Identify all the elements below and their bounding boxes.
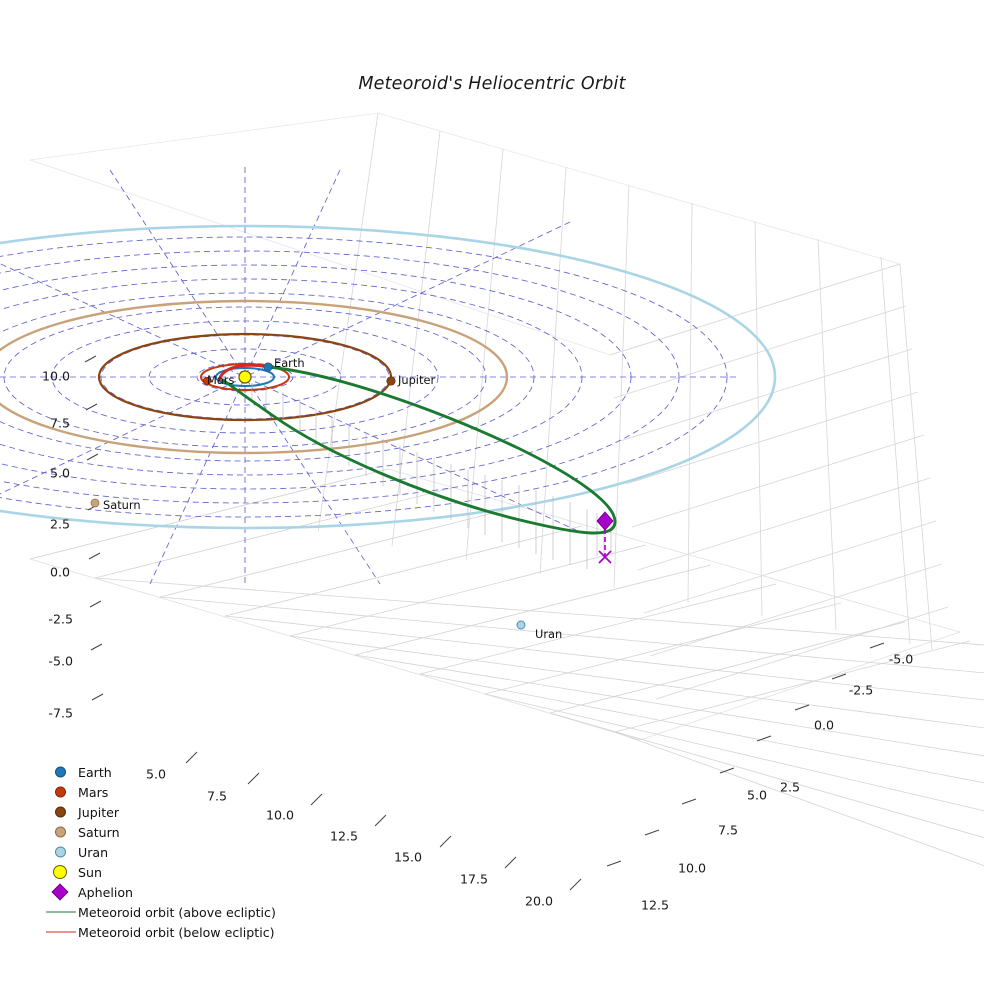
legend-item-jupiter[interactable]: Jupiter bbox=[44, 802, 344, 822]
legend-item-mars[interactable]: Mars bbox=[44, 782, 344, 802]
x-tick: 10.0 bbox=[265, 807, 295, 823]
label-jupiter: Jupiter bbox=[398, 373, 436, 387]
y-tick: 7.5 bbox=[49, 415, 70, 431]
marker-sun bbox=[238, 370, 252, 384]
aphelion-projection-x-marker bbox=[598, 550, 612, 564]
x-tick: 12.5 bbox=[329, 828, 359, 844]
x-tick: 5.0 bbox=[145, 766, 167, 782]
jupiter-marker-icon bbox=[44, 802, 78, 822]
axes-pane-grid bbox=[29, 112, 949, 700]
label-mars: Mars bbox=[207, 373, 235, 387]
label-uran: Uran bbox=[535, 627, 563, 641]
mars-marker-icon bbox=[44, 782, 78, 802]
z-tick: 12.5 bbox=[640, 897, 670, 913]
x-tick: 15.0 bbox=[393, 849, 423, 865]
legend: Earth Mars Jupiter Saturn Uran bbox=[44, 762, 344, 942]
legend-label: Jupiter bbox=[78, 804, 120, 820]
y-tick: -7.5 bbox=[48, 705, 73, 721]
saturn-marker-icon bbox=[44, 822, 78, 842]
legend-label: Meteoroid orbit (above ecliptic) bbox=[78, 904, 276, 920]
aphelion-diamond-marker bbox=[596, 511, 614, 531]
z-tick: 10.0 bbox=[677, 860, 707, 876]
z-tick: -5.0 bbox=[888, 651, 914, 667]
legend-label: Earth bbox=[78, 764, 112, 780]
marker-earth bbox=[263, 362, 273, 372]
orbit-earth bbox=[215, 367, 275, 387]
orbit-saturn bbox=[0, 299, 509, 455]
z-tick: 0.0 bbox=[813, 717, 835, 733]
label-saturn: Saturn bbox=[103, 498, 141, 512]
meteoroid-orbit-above-ecliptic bbox=[221, 365, 617, 535]
z-tick: 2.5 bbox=[779, 779, 801, 795]
marker-mars bbox=[202, 376, 212, 386]
orbit-uranus bbox=[0, 224, 777, 530]
label-earth: Earth bbox=[274, 356, 305, 370]
y-tick: -2.5 bbox=[48, 611, 73, 627]
x-tick: 20.0 bbox=[524, 893, 554, 909]
y-tick: 2.5 bbox=[49, 516, 70, 532]
marker-uranus bbox=[516, 620, 526, 630]
y-axis-spine bbox=[84, 355, 104, 701]
meteoroid-orbit-below-ecliptic bbox=[217, 363, 270, 382]
legend-label: Sun bbox=[78, 864, 102, 880]
legend-item-orbit-above[interactable]: Meteoroid orbit (above ecliptic) bbox=[44, 902, 344, 922]
planet-orbits bbox=[0, 224, 777, 530]
y-tick: 0.0 bbox=[49, 564, 70, 580]
z-tick: 5.0 bbox=[746, 787, 768, 803]
legend-item-saturn[interactable]: Saturn bbox=[44, 822, 344, 842]
legend-label: Mars bbox=[78, 784, 109, 800]
legend-label: Uran bbox=[78, 844, 109, 860]
y-tick: 5.0 bbox=[49, 465, 70, 481]
aphelion-group bbox=[596, 511, 614, 564]
x-tick: 17.5 bbox=[459, 871, 489, 887]
legend-item-orbit-below[interactable]: Meteoroid orbit (below ecliptic) bbox=[44, 922, 344, 942]
legend-label: Aphelion bbox=[78, 884, 134, 900]
marker-jupiter bbox=[386, 376, 396, 386]
earth-marker-icon bbox=[44, 762, 78, 782]
page-title: Meteoroid's Heliocentric Orbit bbox=[358, 74, 626, 94]
sun-marker-icon bbox=[44, 862, 78, 882]
green-line-icon bbox=[44, 902, 78, 922]
legend-label: Meteoroid orbit (below ecliptic) bbox=[78, 924, 275, 940]
legend-item-uran[interactable]: Uran bbox=[44, 842, 344, 862]
y-tick: 10.0 bbox=[41, 368, 70, 384]
red-line-icon bbox=[44, 922, 78, 942]
legend-label: Saturn bbox=[78, 824, 120, 840]
legend-item-sun[interactable]: Sun bbox=[44, 862, 344, 882]
legend-item-earth[interactable]: Earth bbox=[44, 762, 344, 782]
z-axis-ticks bbox=[606, 642, 885, 867]
uranus-marker-icon bbox=[44, 842, 78, 862]
body-markers bbox=[90, 362, 526, 630]
marker-saturn bbox=[90, 498, 100, 508]
y-tick: -5.0 bbox=[48, 653, 73, 669]
floor-grid bbox=[28, 468, 984, 867]
z-tick: -2.5 bbox=[848, 682, 874, 698]
legend-item-aphelion[interactable]: Aphelion bbox=[44, 882, 344, 902]
z-tick: 7.5 bbox=[717, 822, 739, 838]
x-tick: 7.5 bbox=[206, 788, 228, 804]
aphelion-diamond-icon bbox=[44, 882, 78, 902]
x-axis-ticks bbox=[185, 751, 582, 891]
